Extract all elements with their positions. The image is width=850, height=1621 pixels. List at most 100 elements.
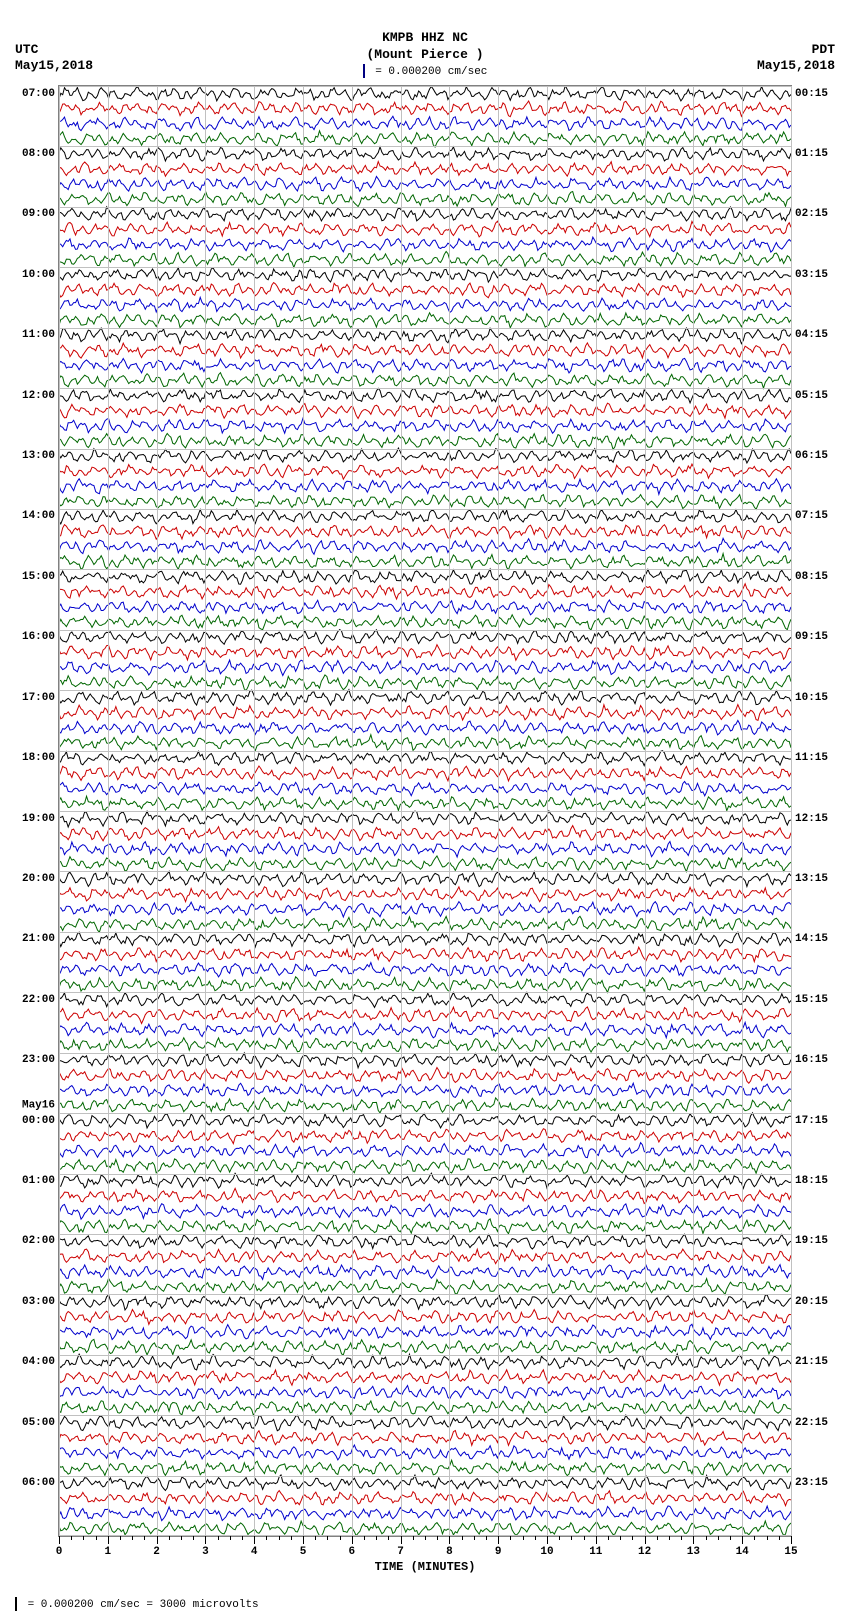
seismic-trace xyxy=(59,690,791,706)
grid-horizontal xyxy=(59,932,791,933)
grid-vertical xyxy=(791,86,792,1536)
x-tick-minor xyxy=(620,1536,621,1540)
x-tick-minor xyxy=(181,1536,182,1540)
right-hour-label: 09:15 xyxy=(795,631,828,643)
right-hour-label: 03:15 xyxy=(795,269,828,281)
footer-text: = 0.000200 cm/sec = 3000 microvolts xyxy=(28,1599,259,1611)
grid-horizontal xyxy=(59,509,791,510)
grid-horizontal xyxy=(59,1113,791,1114)
x-tick-major xyxy=(303,1536,304,1544)
x-tick-major xyxy=(108,1536,109,1544)
x-tick-minor xyxy=(327,1536,328,1540)
seismic-trace xyxy=(59,660,791,676)
left-hour-label: 14:00 xyxy=(22,510,55,522)
x-tick-minor xyxy=(132,1536,133,1540)
pdt-label: PDT xyxy=(757,42,835,58)
grid-horizontal xyxy=(59,1355,791,1356)
grid-horizontal xyxy=(59,207,791,208)
seismic-trace xyxy=(59,1385,791,1400)
right-hour-label: 05:15 xyxy=(795,390,828,402)
seismic-trace xyxy=(59,1022,791,1037)
seismic-trace xyxy=(59,328,791,344)
right-hour-label: 04:15 xyxy=(795,329,828,341)
seismic-trace xyxy=(59,735,791,751)
seismic-trace xyxy=(59,116,791,131)
seismic-trace xyxy=(59,796,791,811)
left-hour-label: 10:00 xyxy=(22,269,55,281)
scale-note: = 0.000200 cm/sec xyxy=(10,64,840,79)
pdt-date: May15,2018 xyxy=(757,58,835,74)
seismic-trace xyxy=(59,705,791,721)
seismic-trace xyxy=(59,464,791,479)
x-ticks: 0123456789101112131415TIME (MINUTES) xyxy=(59,1536,791,1566)
seismic-trace xyxy=(59,811,791,827)
left-hour-label: 13:00 xyxy=(22,450,55,462)
seismic-trace xyxy=(59,1113,791,1128)
seismic-trace xyxy=(59,1400,791,1416)
seismic-trace xyxy=(59,600,791,615)
seismic-trace xyxy=(59,615,791,630)
right-hour-label: 07:15 xyxy=(795,510,828,522)
right-hour-label: 14:15 xyxy=(795,933,828,945)
left-hour-label: 04:00 xyxy=(22,1356,55,1368)
seismic-trace xyxy=(59,147,791,161)
station-location: (Mount Pierce ) xyxy=(10,47,840,64)
grid-horizontal xyxy=(59,328,791,329)
x-tick-minor xyxy=(437,1536,438,1540)
scale-bar-icon xyxy=(363,64,365,78)
x-tick-minor xyxy=(218,1536,219,1540)
seismic-trace xyxy=(59,1188,791,1203)
seismic-trace xyxy=(59,237,791,252)
seismic-trace xyxy=(59,720,791,735)
left-hour-label: 15:00 xyxy=(22,571,55,583)
grid-horizontal xyxy=(59,630,791,631)
left-hour-label: 12:00 xyxy=(22,390,55,402)
seismic-trace xyxy=(59,1129,791,1144)
seismic-trace xyxy=(59,1007,791,1024)
station-code: KMPB HHZ NC xyxy=(10,30,840,47)
x-tick-minor xyxy=(96,1536,97,1540)
x-tick-label: 4 xyxy=(251,1546,258,1558)
x-tick-minor xyxy=(413,1536,414,1540)
grid-horizontal xyxy=(59,871,791,872)
x-tick-minor xyxy=(730,1536,731,1540)
right-hour-label: 11:15 xyxy=(795,752,828,764)
x-tick-label: 5 xyxy=(300,1546,307,1558)
x-axis-title: TIME (MINUTES) xyxy=(59,1560,791,1574)
seismic-trace xyxy=(59,1370,791,1385)
right-hour-label: 20:15 xyxy=(795,1296,828,1308)
seismic-trace xyxy=(59,932,791,947)
x-tick-minor xyxy=(486,1536,487,1540)
plot-inner: 07:0000:1508:0001:1509:0002:1510:0003:15… xyxy=(59,86,791,1536)
x-tick-minor xyxy=(754,1536,755,1540)
right-hour-label: 23:15 xyxy=(795,1477,828,1489)
right-hour-label: 21:15 xyxy=(795,1356,828,1368)
x-tick-label: 3 xyxy=(202,1546,209,1558)
seismic-trace xyxy=(59,343,791,358)
x-tick-major xyxy=(742,1536,743,1544)
x-tick-major xyxy=(693,1536,694,1544)
x-tick-major xyxy=(352,1536,353,1544)
seismic-trace xyxy=(59,584,791,599)
seismic-trace xyxy=(59,1143,791,1158)
seismic-trace xyxy=(59,569,791,584)
seismic-trace xyxy=(59,1204,791,1220)
x-tick-minor xyxy=(340,1536,341,1540)
header-center: KMPB HHZ NC (Mount Pierce ) = 0.000200 c… xyxy=(10,30,840,79)
right-hour-label: 00:15 xyxy=(795,88,828,100)
grid-horizontal xyxy=(59,388,791,389)
right-hour-label: 10:15 xyxy=(795,692,828,704)
x-tick-minor xyxy=(120,1536,121,1540)
seismic-trace xyxy=(59,1339,791,1354)
x-tick-label: 6 xyxy=(348,1546,355,1558)
x-tick-minor xyxy=(474,1536,475,1540)
left-hour-label: 06:00 xyxy=(22,1477,55,1489)
seismic-trace xyxy=(59,1053,791,1068)
x-tick-minor xyxy=(571,1536,572,1540)
seismic-trace xyxy=(59,403,791,418)
seismic-trace xyxy=(59,252,791,268)
x-tick-minor xyxy=(535,1536,536,1540)
seismic-trace xyxy=(59,495,791,510)
seismic-trace xyxy=(59,1415,791,1431)
x-tick-minor xyxy=(462,1536,463,1540)
